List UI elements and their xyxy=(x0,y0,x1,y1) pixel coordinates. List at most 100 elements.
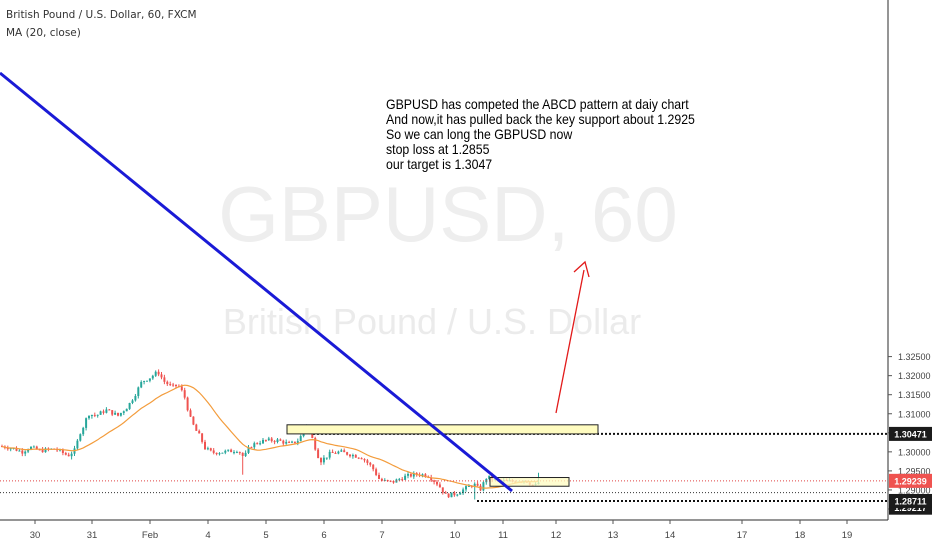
candle-body xyxy=(198,430,201,434)
candle-body xyxy=(96,414,99,416)
candle-body xyxy=(282,440,285,444)
candle-body xyxy=(186,397,189,411)
candle-body xyxy=(441,487,444,493)
candle-body xyxy=(30,446,32,450)
candle-body xyxy=(244,452,247,456)
candle-body xyxy=(349,454,351,457)
candle-body xyxy=(209,448,212,451)
candle-body xyxy=(99,411,102,415)
candle-body xyxy=(82,427,85,435)
candle-body xyxy=(482,482,485,491)
target-arrow-head xyxy=(573,260,590,278)
candle-body xyxy=(250,447,253,449)
y-tick-label: 1.30000 xyxy=(898,447,931,457)
x-tick-label: Feb xyxy=(142,530,158,541)
candle-body xyxy=(227,449,230,451)
candle-body xyxy=(88,416,90,419)
x-tick-label: 4 xyxy=(205,530,210,541)
candle-body xyxy=(90,414,93,417)
candle-body xyxy=(134,395,137,401)
candle-body xyxy=(253,443,256,448)
symbol-title[interactable]: British Pound / U.S. Dollar, 60, FXCM xyxy=(6,9,197,21)
candle-body xyxy=(238,452,241,454)
candle-body xyxy=(407,474,409,476)
candle-body xyxy=(122,411,125,413)
candle-body xyxy=(235,452,238,454)
candle-body xyxy=(453,492,456,496)
candle-body xyxy=(412,473,415,477)
price-label-text: 1.30471 xyxy=(894,429,927,439)
candle-body xyxy=(421,474,424,476)
candle-body xyxy=(456,494,459,496)
candle-body xyxy=(146,380,148,382)
candle-body xyxy=(128,402,131,409)
candle-body xyxy=(343,450,346,453)
candle-body xyxy=(322,457,325,463)
candle-body xyxy=(337,451,340,454)
candle-body xyxy=(259,443,262,445)
candle-body xyxy=(331,451,334,453)
candle-body xyxy=(137,387,140,396)
downtrend-line xyxy=(0,71,513,493)
candle-body xyxy=(148,378,151,381)
price-label-text: 1.29217 xyxy=(894,503,927,513)
watermark-symbol: GBPUSD, 60 xyxy=(218,170,678,258)
candle-body xyxy=(320,458,322,463)
candle-body xyxy=(215,452,218,455)
candle-body xyxy=(151,375,154,379)
trade-note: GBPUSD has competed the ABCD pattern at … xyxy=(386,97,695,172)
candle-body xyxy=(143,380,146,382)
candle-body xyxy=(424,474,427,477)
price-label-box xyxy=(889,493,932,508)
candle-body xyxy=(212,450,215,453)
candle-body xyxy=(354,455,357,458)
candle-body xyxy=(357,457,360,459)
candle-body xyxy=(409,474,412,477)
candle-body xyxy=(433,480,436,482)
candle-body xyxy=(372,464,375,470)
candle-body xyxy=(444,492,447,494)
x-tick-label: 11 xyxy=(498,530,508,541)
indicator-title[interactable]: MA (20, close) xyxy=(6,27,81,39)
ma20-line xyxy=(1,384,539,489)
note-line: stop loss at 1.2855 xyxy=(386,141,490,157)
candle-body xyxy=(35,446,38,450)
candle-body xyxy=(328,451,331,458)
x-tick-label: 13 xyxy=(608,530,619,541)
candle-body xyxy=(296,441,299,443)
candle-body xyxy=(279,439,282,441)
candle-body xyxy=(262,439,264,444)
candle-body xyxy=(102,411,105,413)
candle-body xyxy=(375,469,378,475)
x-tick-label: 6 xyxy=(321,530,326,541)
candle-body xyxy=(404,475,407,480)
candle-body xyxy=(114,412,117,415)
candle-body xyxy=(273,441,276,443)
candle-body xyxy=(398,479,401,481)
candle-body xyxy=(44,448,47,453)
candle-body xyxy=(15,447,18,451)
candle-body xyxy=(392,481,395,483)
candle-body xyxy=(340,450,343,452)
candle-body xyxy=(311,432,314,438)
candle-body xyxy=(32,446,35,448)
candle-body xyxy=(131,400,134,403)
x-tick-label: 17 xyxy=(737,530,748,541)
candle-body xyxy=(360,458,363,460)
candle-body xyxy=(108,409,111,411)
candle-body xyxy=(6,447,9,450)
candle-body xyxy=(276,439,279,442)
price-label-text: 1.29239 xyxy=(894,476,927,486)
candle-body xyxy=(157,371,160,375)
x-tick-label: 12 xyxy=(551,530,562,541)
candle-body xyxy=(41,449,44,453)
candle-body xyxy=(314,437,317,450)
note-line: our target is 1.3047 xyxy=(386,156,493,172)
candle-body xyxy=(270,438,273,442)
price-label-box xyxy=(889,473,932,488)
candle-body xyxy=(117,412,119,416)
candle-body xyxy=(380,478,383,481)
candle-body xyxy=(264,439,267,441)
